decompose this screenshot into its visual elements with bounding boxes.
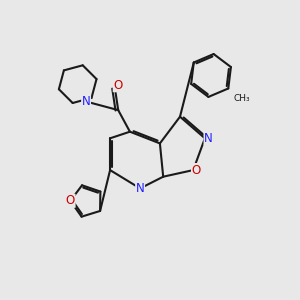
Text: O: O bbox=[113, 79, 122, 92]
Text: CH₃: CH₃ bbox=[233, 94, 250, 103]
Text: N: N bbox=[82, 95, 91, 108]
Text: N: N bbox=[204, 132, 213, 145]
Text: O: O bbox=[66, 194, 75, 207]
Text: O: O bbox=[192, 164, 201, 177]
Text: N: N bbox=[136, 182, 145, 195]
